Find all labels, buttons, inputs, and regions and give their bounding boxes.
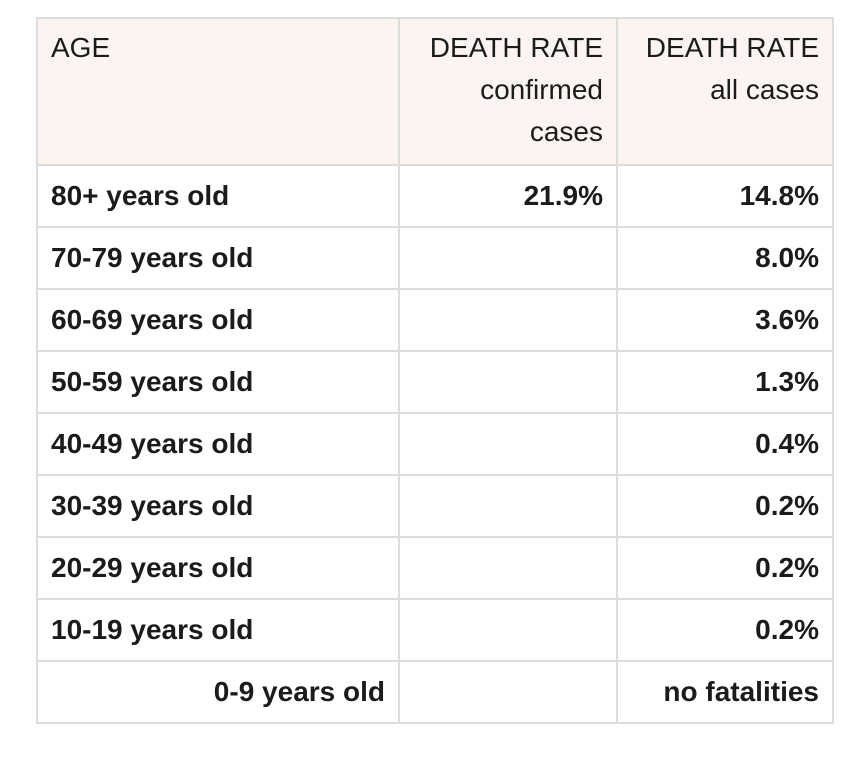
age-cell: 20-29 years old bbox=[36, 536, 400, 600]
all-rate-cell: no fatalities bbox=[616, 660, 834, 724]
all-rate-cell: 0.2% bbox=[616, 474, 834, 538]
table-row: 0-9 years old no fatalities bbox=[36, 660, 834, 724]
all-rate-cell: 14.8% bbox=[616, 164, 834, 228]
confirmed-rate-cell bbox=[398, 474, 618, 538]
age-cell: 10-19 years old bbox=[36, 598, 400, 662]
confirmed-rate-cell: 21.9% bbox=[398, 164, 618, 228]
all-rate-cell: 0.4% bbox=[616, 412, 834, 476]
age-cell: 70-79 years old bbox=[36, 226, 400, 290]
table-row: 20-29 years old 0.2% bbox=[36, 536, 834, 600]
all-rate-cell: 0.2% bbox=[616, 598, 834, 662]
age-cell: 40-49 years old bbox=[36, 412, 400, 476]
table-row: 80+ years old 21.9% 14.8% bbox=[36, 164, 834, 228]
age-cell: 0-9 years old bbox=[36, 660, 400, 724]
table-row: 40-49 years old 0.4% bbox=[36, 412, 834, 476]
age-cell: 80+ years old bbox=[36, 164, 400, 228]
header-line-death-rate: DEATH RATE bbox=[429, 32, 603, 63]
header-row: AGE DEATH RATE confirmed cases DEATH RAT… bbox=[36, 17, 834, 166]
all-rate-cell: 8.0% bbox=[616, 226, 834, 290]
table-row: 60-69 years old 3.6% bbox=[36, 288, 834, 352]
all-rate-cell: 3.6% bbox=[616, 288, 834, 352]
header-cell-age: AGE bbox=[36, 17, 400, 166]
header-line-cases: cases bbox=[529, 116, 603, 147]
all-rate-cell: 0.2% bbox=[616, 536, 834, 600]
confirmed-rate-cell bbox=[398, 350, 618, 414]
age-cell: 60-69 years old bbox=[36, 288, 400, 352]
confirmed-rate-cell bbox=[398, 660, 618, 724]
confirmed-rate-cell bbox=[398, 598, 618, 662]
header-line-death-rate: DEATH RATE bbox=[645, 32, 819, 63]
all-rate-cell: 1.3% bbox=[616, 350, 834, 414]
confirmed-rate-cell bbox=[398, 288, 618, 352]
table-row: 30-39 years old 0.2% bbox=[36, 474, 834, 538]
table-row: 50-59 years old 1.3% bbox=[36, 350, 834, 414]
header-line-confirmed: confirmed bbox=[480, 74, 603, 105]
confirmed-rate-cell bbox=[398, 412, 618, 476]
header-line-all-cases: all cases bbox=[710, 74, 819, 105]
table-row: 10-19 years old 0.2% bbox=[36, 598, 834, 662]
age-cell: 50-59 years old bbox=[36, 350, 400, 414]
header-cell-death-rate-all: DEATH RATE all cases bbox=[616, 17, 834, 166]
confirmed-rate-cell bbox=[398, 226, 618, 290]
age-cell: 30-39 years old bbox=[36, 474, 400, 538]
table-row: 70-79 years old 8.0% bbox=[36, 226, 834, 290]
header-cell-death-rate-confirmed: DEATH RATE confirmed cases bbox=[398, 17, 618, 166]
confirmed-rate-cell bbox=[398, 536, 618, 600]
death-rate-by-age-table: AGE DEATH RATE confirmed cases DEATH RAT… bbox=[36, 17, 834, 724]
